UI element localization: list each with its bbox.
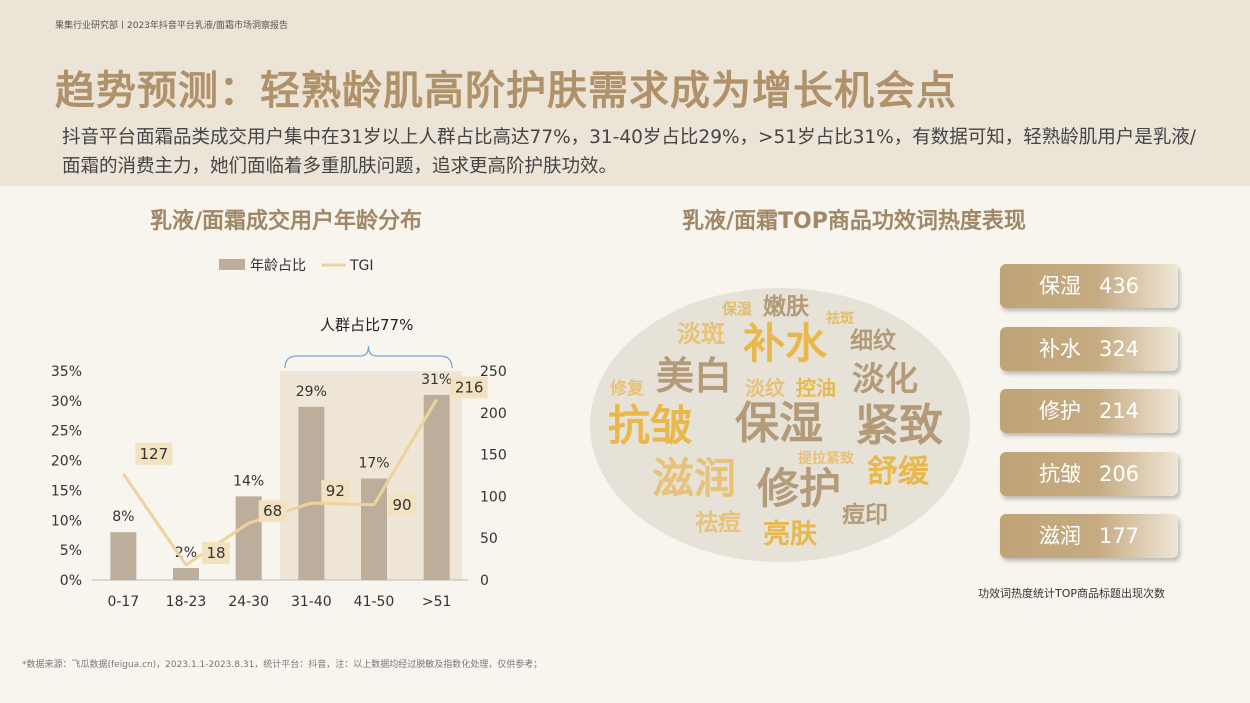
tgi-label-box <box>202 541 230 564</box>
tgi-label-box <box>135 442 173 465</box>
efficacy-tag-label: 滋润 <box>1038 524 1081 548</box>
cloud-word: 细纹 <box>850 328 896 354</box>
cloud-word: 淡斑 <box>677 320 725 348</box>
efficacy-tag: 抗皱 206 <box>1000 451 1178 496</box>
cloud-word: 滋润 <box>652 454 737 503</box>
x-tick-label: 24-30 <box>228 594 269 610</box>
cloud-word: 淡纹 <box>745 376 785 400</box>
y-left-tick-label: 25% <box>51 424 82 440</box>
cloud-word: 修护 <box>757 464 842 513</box>
y-right-tick-label: 150 <box>480 448 507 464</box>
cloud-word: 痘印 <box>842 502 888 528</box>
bar <box>423 394 450 580</box>
cloud-word: 保湿 <box>735 398 823 449</box>
efficacy-tag-label: 保湿 <box>1038 274 1081 298</box>
tgi-value-label: 18 <box>206 544 225 562</box>
bar-value-label: 29% <box>296 384 327 400</box>
age-chart-title: 乳液/面霜成交用户年龄分布 <box>150 209 423 234</box>
bar <box>361 478 387 580</box>
cloud-word: 补水 <box>743 319 828 368</box>
cloud-word: 舒缓 <box>867 454 929 490</box>
y-left-tick-label: 5% <box>60 543 82 559</box>
word-cloud-ellipse <box>590 288 970 562</box>
efficacy-tag-value: 324 <box>1098 336 1140 361</box>
header-band <box>0 0 1250 186</box>
bar-value-label: 17% <box>358 455 389 471</box>
efficacy-tag: 修护 214 <box>1000 389 1178 433</box>
legend-label-line: TGI <box>349 258 374 274</box>
cloud-word: 提拉紧致 <box>798 451 854 467</box>
efficacy-tag: 补水 324 <box>1000 326 1178 371</box>
tgi-label-box <box>388 493 416 516</box>
bar-value-label: 31% <box>421 372 452 388</box>
efficacy-tag-value: 436 <box>1098 274 1140 298</box>
bar <box>298 406 325 580</box>
page-title: 趋势预测：轻熟龄肌高阶护肤需求成为增长机会点 <box>55 68 957 114</box>
bar <box>235 496 262 580</box>
cloud-word: 祛斑 <box>826 311 854 327</box>
efficacy-tag: 保湿 436 <box>1000 264 1178 308</box>
tgi-value-label: 216 <box>455 378 484 396</box>
bracket-annotation: 人群占比77% <box>320 316 414 334</box>
tgi-label-box <box>258 500 287 523</box>
y-right-tick-label: 200 <box>480 406 507 422</box>
y-left-tick-label: 10% <box>51 513 82 529</box>
cloud-word: 淡化 <box>852 359 918 398</box>
tgi-value-label: 92 <box>326 482 345 500</box>
summary-text: 抖音平台面霜品类成交用户集中在31岁以上人群占比高达77%，31-40岁占比29… <box>62 127 1196 177</box>
x-tick-label: 41-50 <box>354 594 395 610</box>
y-left-tick-label: 0% <box>60 573 82 589</box>
cloud-word: 紧致 <box>855 400 943 451</box>
efficacy-tag-value: 214 <box>1098 399 1140 423</box>
cloud-word: 修复 <box>610 379 644 399</box>
cloud-word: 抗皱 <box>608 401 693 450</box>
cloud-word: 亮肤 <box>763 519 817 550</box>
x-tick-label: 0-17 <box>107 594 139 610</box>
cloud-word: 美白 <box>656 354 733 398</box>
tgi-label-box <box>450 376 488 399</box>
y-right-tick-label: 0 <box>480 573 489 589</box>
efficacy-tag-label: 补水 <box>1038 336 1081 361</box>
x-tick-label: 31-40 <box>291 594 332 610</box>
efficacy-tag-value: 177 <box>1098 524 1140 548</box>
efficacy-tag-value: 206 <box>1098 461 1140 486</box>
report-breadcrumb: 果集行业研究部丨2023年抖音平台乳液/面霜市场洞察报告 <box>55 21 288 31</box>
efficacy-tag-label: 修护 <box>1038 399 1081 423</box>
tgi-value-label: 127 <box>140 445 169 463</box>
bar <box>173 568 199 580</box>
legend-label-bar: 年龄占比 <box>250 258 306 274</box>
cloud-word: 祛痘 <box>695 510 741 536</box>
bar-value-label: 14% <box>233 473 264 489</box>
bar-value-label: 8% <box>112 509 134 525</box>
y-left-tick-label: 15% <box>51 483 82 499</box>
bar <box>110 532 137 580</box>
y-right-tick-label: 250 <box>480 364 507 380</box>
y-right-tick-label: 50 <box>480 531 498 547</box>
cloud-word: 控油 <box>796 376 836 400</box>
efficacy-tag-label: 抗皱 <box>1038 461 1081 486</box>
tgi-label-box <box>321 480 350 503</box>
tag-note: 功效词热度统计TOP商品标题出现次数 <box>978 587 1166 600</box>
wordcloud-title: 乳液/面霜TOP商品功效词热度表现 <box>682 209 1026 234</box>
tgi-value-label: 90 <box>392 496 411 514</box>
efficacy-tag: 滋润 177 <box>1000 514 1178 558</box>
legend-swatch-bar <box>219 259 245 270</box>
age-distribution-chart: 0% 5% 10% 15% 20% 25% 30% 35% 0 50 100 150 200 250 8% 0… <box>51 258 507 610</box>
y-left-tick-label: 30% <box>51 394 82 410</box>
y-left-tick-label: 35% <box>51 364 82 380</box>
x-tick-label: >51 <box>422 594 452 610</box>
y-right-tick-label: 100 <box>480 489 507 505</box>
x-tick-label: 18-23 <box>166 594 207 610</box>
tgi-value-label: 68 <box>263 502 282 520</box>
cloud-word: 保湿 <box>722 300 753 318</box>
cloud-word: 嫩肤 <box>763 294 809 320</box>
data-source-footnote: *数据来源：飞瓜数据(feigua.cn)，2023.1.1-2023.8.31… <box>22 660 543 670</box>
y-left-tick-label: 20% <box>51 454 82 470</box>
bracket-shape <box>284 345 453 369</box>
